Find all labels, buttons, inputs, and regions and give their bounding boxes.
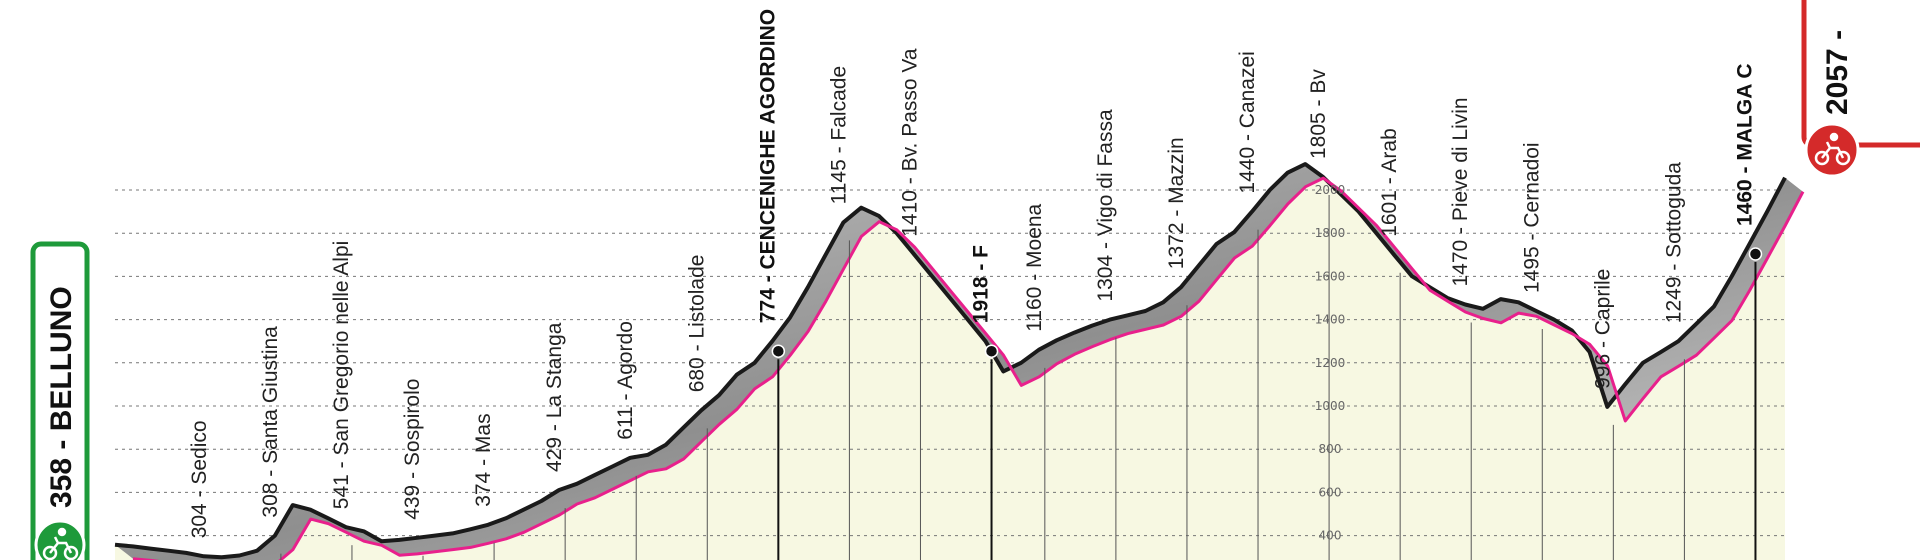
profile-pink-line: [132, 176, 1805, 560]
y-tick-label: 1200: [1315, 356, 1346, 370]
location-label: 1470 - Pieve di Livin: [1449, 97, 1472, 286]
road-ribbon: [114, 162, 1805, 560]
location-label: 1805 - Bv: [1307, 69, 1330, 159]
location-markers: [280, 195, 1763, 560]
location-label: 1372 - Mazzin: [1165, 137, 1188, 269]
y-tick-label: 2000: [1315, 183, 1346, 197]
location-label: 611 - Agordo: [614, 321, 637, 440]
y-tick-label: 600: [1319, 485, 1342, 499]
elevation-gridlines: [115, 189, 1785, 537]
location-label: 1249 - Sottoguda: [1662, 162, 1685, 323]
location-label: 680 - Listolade: [685, 255, 708, 393]
location-label: 541 - San Gregorio nelle Alpi: [330, 241, 353, 510]
location-label: 308 - Santa Giustina: [259, 326, 282, 518]
location-label: 1440 - Canazei: [1236, 51, 1259, 193]
start-label: 358 - BELLUNO: [45, 286, 78, 508]
location-label: 1495 - Cernadoi: [1520, 142, 1543, 293]
cyclist-icon: [42, 527, 79, 560]
y-tick-label: 1400: [1315, 313, 1346, 327]
finish-badge-frame: [1801, 0, 1920, 148]
start-icon-circle: [34, 519, 86, 560]
start-badge-frame: [30, 241, 90, 560]
start-badge: 358 - BELLUNO: [30, 241, 90, 560]
location-label: 1160 - Moena: [1023, 203, 1046, 331]
y-tick-label: 1000: [1315, 399, 1346, 413]
y-tick-label: 800: [1319, 442, 1342, 456]
location-marker-dot: [1748, 247, 1763, 261]
location-label: 374 - Mas: [472, 413, 495, 506]
profile-top-line: [114, 162, 1787, 560]
location-labels: 304 - Sedico 308 - Santa Giustina 541 - Sa…: [188, 9, 1757, 538]
y-tick-label: 1600: [1315, 269, 1346, 283]
terrain-area: [115, 164, 1785, 560]
finish-badge: 2057 -: [1801, 0, 1920, 178]
location-label: 774 - CENCENIGHE AGORDINO: [756, 9, 779, 323]
y-tick-label: 400: [1319, 529, 1342, 543]
location-label: 1460 - MALGA C: [1734, 63, 1757, 226]
y-tick-label: 1800: [1315, 226, 1346, 240]
location-label: 1918 - F: [970, 245, 993, 323]
location-label: 429 - La Stanga: [543, 322, 566, 472]
finish-label: 2057 -: [1821, 30, 1854, 115]
location-label: 1601 - Arab: [1378, 128, 1401, 237]
location-label: 304 - Sedico: [188, 420, 211, 538]
location-label: 996 - Caprile: [1591, 269, 1614, 389]
terrain-fill: [115, 164, 1785, 560]
location-marker-dot: [771, 344, 786, 358]
cyclist-icon: [1814, 132, 1851, 166]
elevation-ticks: 400 600 800 1000 1200 1400 1600 1800 2000: [1315, 183, 1346, 543]
finish-icon-circle: [1804, 122, 1860, 178]
location-label: 1304 - Vigo di Fassa: [1094, 109, 1117, 302]
location-label: 1410 - Bv. Passo Va: [899, 48, 922, 237]
location-label: 1145 - Falcade: [827, 66, 850, 205]
location-label: 439 - Sospirolo: [401, 379, 424, 520]
location-marker-dot: [984, 344, 999, 358]
